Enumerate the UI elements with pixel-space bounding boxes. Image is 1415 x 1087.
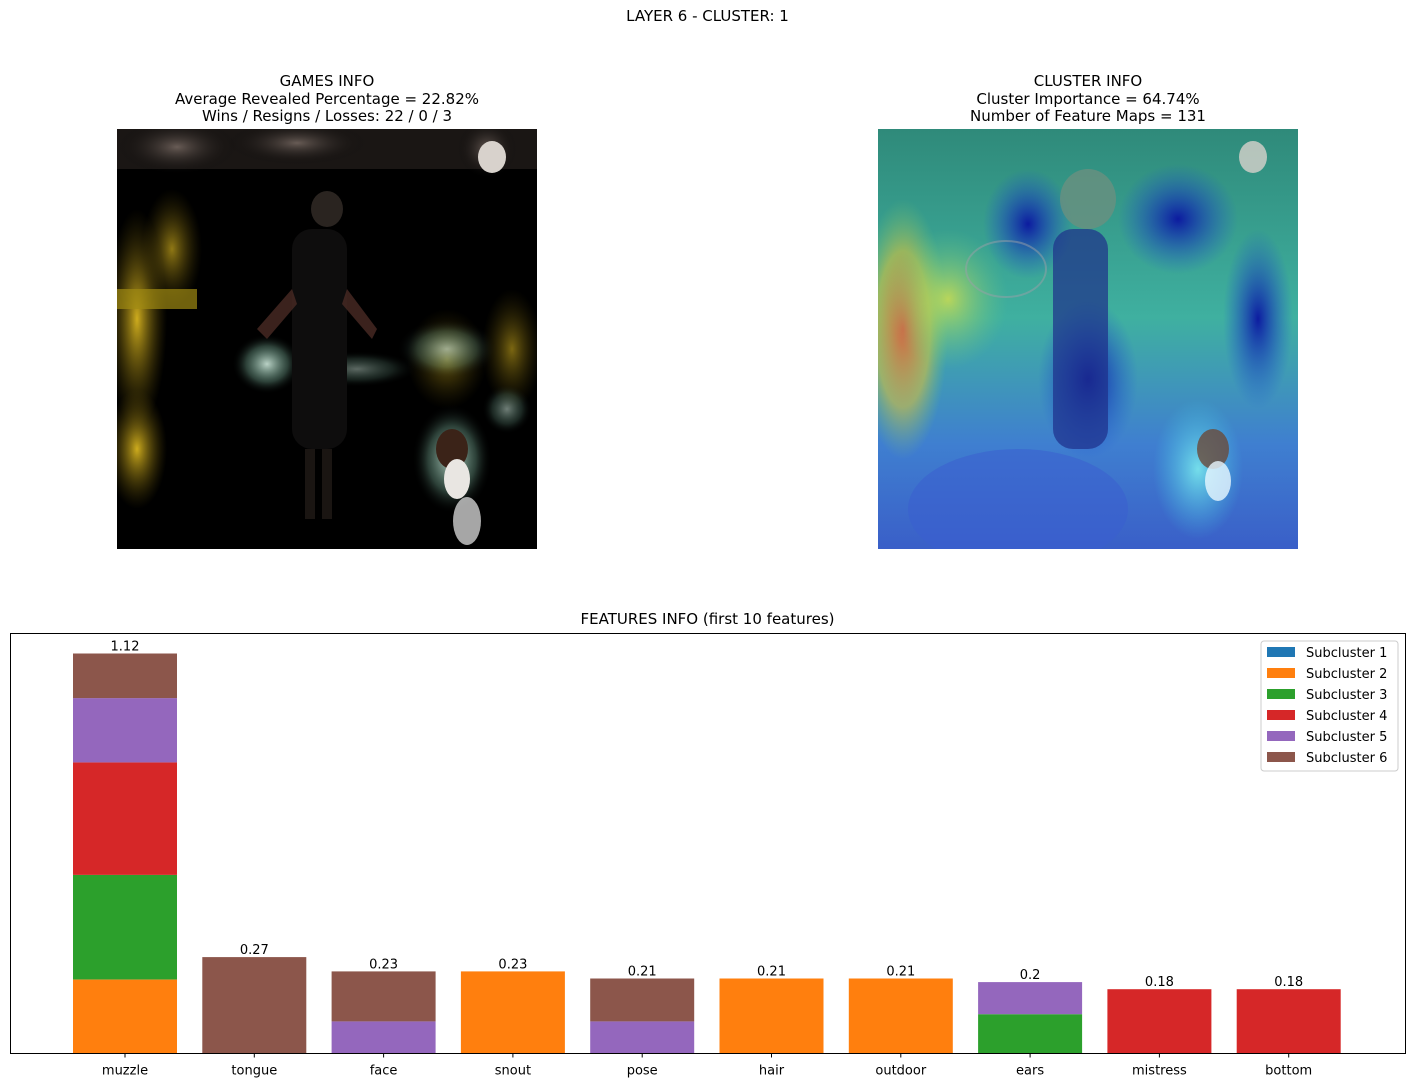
bar-total-label: 0.18 [1274,975,1303,990]
bar-segment-outdoor-subcluster-2 [848,978,953,1054]
bar-segment-snout-subcluster-2 [460,971,565,1054]
bar-total-label: 0.23 [369,957,398,972]
x-tick-label-tongue: tongue [231,1064,277,1079]
cluster-heatmap-image [878,129,1298,549]
bar-segment-pose-subcluster-5 [590,1021,695,1054]
x-tick-label-ears: ears [1016,1064,1044,1079]
legend-label-subcluster-6: Subcluster 6 [1306,751,1387,766]
bar-total-label: 1.12 [111,640,140,655]
bar-segment-mistress-subcluster-4 [1107,989,1212,1054]
x-tick-label-outdoor: outdoor [875,1064,926,1079]
cluster-info-heading: CLUSTER INFO [1033,72,1143,90]
x-tick-label-pose: pose [627,1064,658,1079]
legend-swatch-subcluster-2 [1267,668,1295,678]
bar-segment-muzzle-subcluster-5 [73,698,177,763]
bar-segment-ears-subcluster-3 [978,1014,1083,1054]
bar-segment-face-subcluster-5 [331,1021,436,1054]
bar-segment-muzzle-subcluster-4 [73,762,177,875]
bar-segment-face-subcluster-6 [331,971,436,1022]
x-tick-label-muzzle: muzzle [102,1064,148,1079]
legend-label-subcluster-1: Subcluster 1 [1306,646,1387,661]
bar-segment-hair-subcluster-2 [719,978,824,1054]
cluster-info-title: CLUSTER INFO Cluster Importance = 64.74%… [878,72,1298,126]
bar-total-label: 0.21 [886,965,915,980]
games-info-title: GAMES INFO Average Revealed Percentage =… [117,72,537,126]
revealed-image [117,129,537,549]
average-revealed-percentage: Average Revealed Percentage = 22.82% [174,89,479,108]
legend-swatch-subcluster-6 [1267,752,1295,762]
bar-total-label: 0.23 [498,957,527,972]
x-tick-label-bottom: bottom [1265,1064,1312,1079]
figure-suptitle: LAYER 6 - CLUSTER: 1 [626,7,789,25]
bar-segment-bottom-subcluster-4 [1236,989,1341,1054]
bar-total-label: 0.21 [628,965,657,980]
legend-label-subcluster-4: Subcluster 4 [1306,709,1387,724]
x-tick-label-snout: snout [495,1064,531,1079]
legend-swatch-subcluster-3 [1267,689,1295,699]
bar-total-label: 0.21 [757,965,786,980]
bar-segment-pose-subcluster-6 [590,978,695,1022]
number-of-feature-maps: Number of Feature Maps = 131 [970,107,1206,125]
legend-label-subcluster-3: Subcluster 3 [1306,688,1387,703]
cluster-importance: Cluster Importance = 64.74% [976,89,1200,108]
wins-resigns-losses: Wins / Resigns / Losses: 22 / 0 / 3 [201,107,453,125]
legend-box [1260,640,1399,772]
x-tick-label-mistress: mistress [1132,1064,1187,1079]
bar-total-label: 0.27 [240,943,269,958]
legend-label-subcluster-2: Subcluster 2 [1306,667,1387,682]
legend-label-subcluster-5: Subcluster 5 [1306,730,1387,745]
legend-swatch-subcluster-1 [1267,647,1295,657]
bar-segment-muzzle-subcluster-6 [73,653,177,699]
games-info-heading: GAMES INFO [279,72,375,90]
bar-total-label: 0.18 [1145,975,1174,990]
legend-swatch-subcluster-4 [1267,710,1295,720]
bar-segment-ears-subcluster-5 [978,982,1083,1015]
x-tick-label-face: face [370,1064,398,1079]
bar-total-label: 0.2 [1020,968,1041,983]
bar-segment-muzzle-subcluster-3 [73,874,177,980]
chart-title: FEATURES INFO (first 10 features) [580,610,835,628]
x-tick-label-hair: hair [759,1064,785,1079]
legend-swatch-subcluster-5 [1267,731,1295,741]
axes-frame [10,633,1406,1054]
bar-segment-muzzle-subcluster-2 [73,979,177,1054]
bar-segment-tongue-subcluster-6 [202,957,307,1054]
